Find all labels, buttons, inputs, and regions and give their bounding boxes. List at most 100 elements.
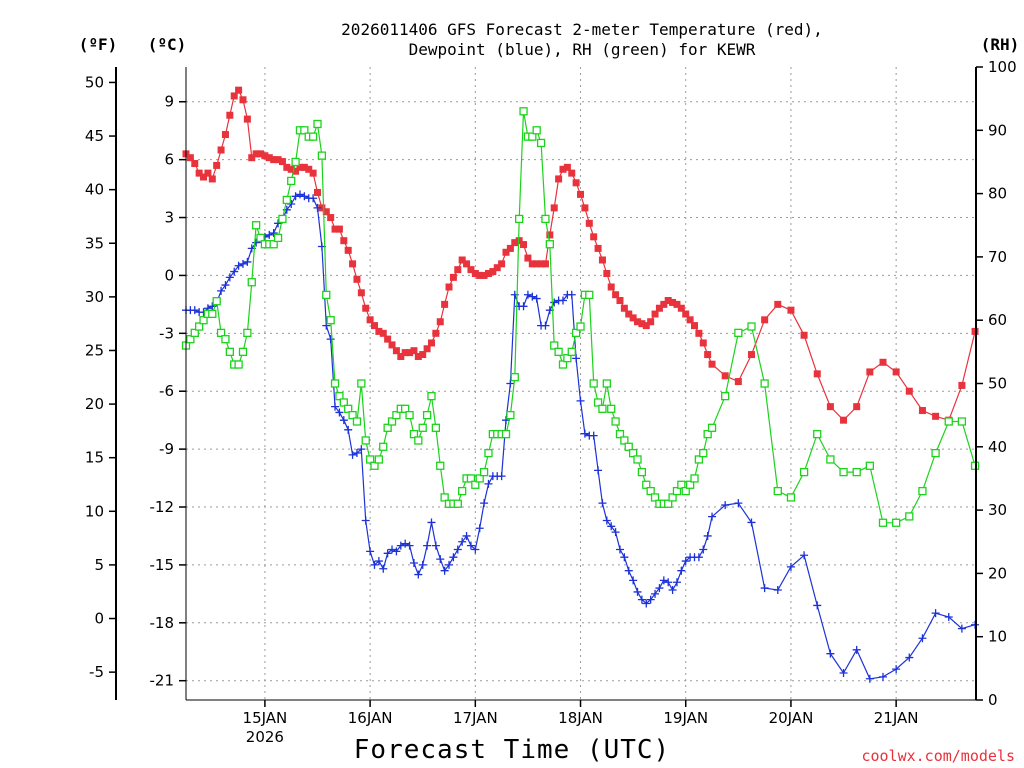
data-point [313, 203, 322, 212]
celsius-tick-label: 0 [164, 266, 174, 284]
data-point [471, 545, 480, 554]
data-point [646, 486, 655, 496]
data-point [497, 472, 506, 481]
data-point [598, 499, 607, 508]
data-point [463, 260, 471, 268]
data-point [475, 524, 484, 533]
data-point [528, 292, 537, 301]
data-point [515, 214, 524, 224]
data-point [707, 423, 717, 432]
data-point [230, 92, 238, 100]
data-point [441, 300, 449, 308]
data-point [401, 349, 409, 357]
data-point [453, 545, 462, 554]
data-point [344, 404, 353, 413]
time-tick-label: 16JAN [348, 709, 393, 727]
data-point [387, 417, 397, 426]
data-point [511, 239, 519, 247]
data-point [568, 169, 576, 177]
data-point [624, 442, 633, 451]
rh-tick-label: 80 [988, 185, 1007, 203]
data-point [248, 154, 256, 162]
data-point [708, 360, 716, 368]
data-point [747, 322, 756, 331]
celsius-tick-label: -6 [159, 382, 174, 400]
data-point [225, 347, 234, 357]
data-point [410, 347, 418, 355]
data-series [181, 86, 980, 683]
data-point [624, 566, 633, 575]
data-point [572, 179, 580, 187]
data-point [520, 241, 528, 249]
data-point [392, 547, 401, 556]
data-point [629, 576, 638, 585]
data-point [199, 316, 208, 325]
data-point [528, 132, 537, 141]
data-point [309, 194, 318, 203]
data-point [546, 231, 554, 239]
data-point [633, 455, 642, 464]
data-point [703, 429, 712, 439]
data-point [581, 204, 589, 212]
data-point [480, 271, 488, 279]
data-point [475, 474, 484, 483]
data-point [238, 347, 248, 357]
data-point [642, 480, 651, 489]
data-point [498, 260, 506, 268]
rh-tick-label: 0 [988, 691, 998, 709]
data-point [440, 566, 449, 575]
data-point [533, 260, 541, 268]
data-point [296, 163, 304, 171]
data-point [339, 416, 348, 425]
data-point [449, 273, 457, 281]
data-point [427, 518, 436, 527]
data-point [593, 398, 603, 407]
data-point [388, 341, 396, 349]
data-point [651, 589, 660, 598]
data-point [423, 345, 431, 353]
data-point [379, 564, 388, 573]
time-tick-label: 17JAN [453, 709, 498, 727]
data-point [269, 228, 278, 237]
series-line [186, 193, 976, 680]
data-point [826, 403, 834, 411]
rh-tick-label: 30 [988, 501, 1007, 519]
data-point [204, 169, 212, 177]
data-point [392, 410, 401, 420]
data-point [664, 297, 672, 305]
data-point [664, 578, 673, 587]
data-point [300, 192, 309, 201]
data-point [282, 195, 291, 205]
data-point [238, 259, 247, 268]
data-point [545, 240, 554, 249]
data-point [607, 404, 616, 413]
data-point [190, 328, 199, 338]
data-point [322, 290, 331, 300]
data-point [572, 354, 581, 363]
data-point [787, 306, 795, 314]
data-point [502, 248, 510, 256]
data-point [186, 335, 195, 344]
time-tick-label: 20JAN [769, 709, 814, 727]
data-point [840, 416, 848, 424]
data-point [471, 480, 480, 489]
data-point [352, 448, 361, 457]
data-point [677, 566, 686, 575]
fahrenheit-tick-label: 35 [85, 234, 104, 252]
celsius-tick-label: -3 [159, 324, 174, 342]
data-point [243, 257, 252, 266]
data-point [247, 278, 256, 287]
data-point [699, 339, 707, 347]
data-point [708, 512, 717, 521]
data-point [571, 328, 581, 338]
data-point [607, 283, 615, 291]
data-point [774, 300, 782, 308]
data-point [191, 159, 199, 167]
data-point [300, 163, 308, 171]
data-point [409, 429, 419, 439]
data-point [466, 474, 476, 483]
celsius-tick-label: 3 [164, 209, 174, 227]
data-point [594, 466, 603, 475]
data-point [353, 275, 361, 283]
data-point [190, 306, 199, 315]
